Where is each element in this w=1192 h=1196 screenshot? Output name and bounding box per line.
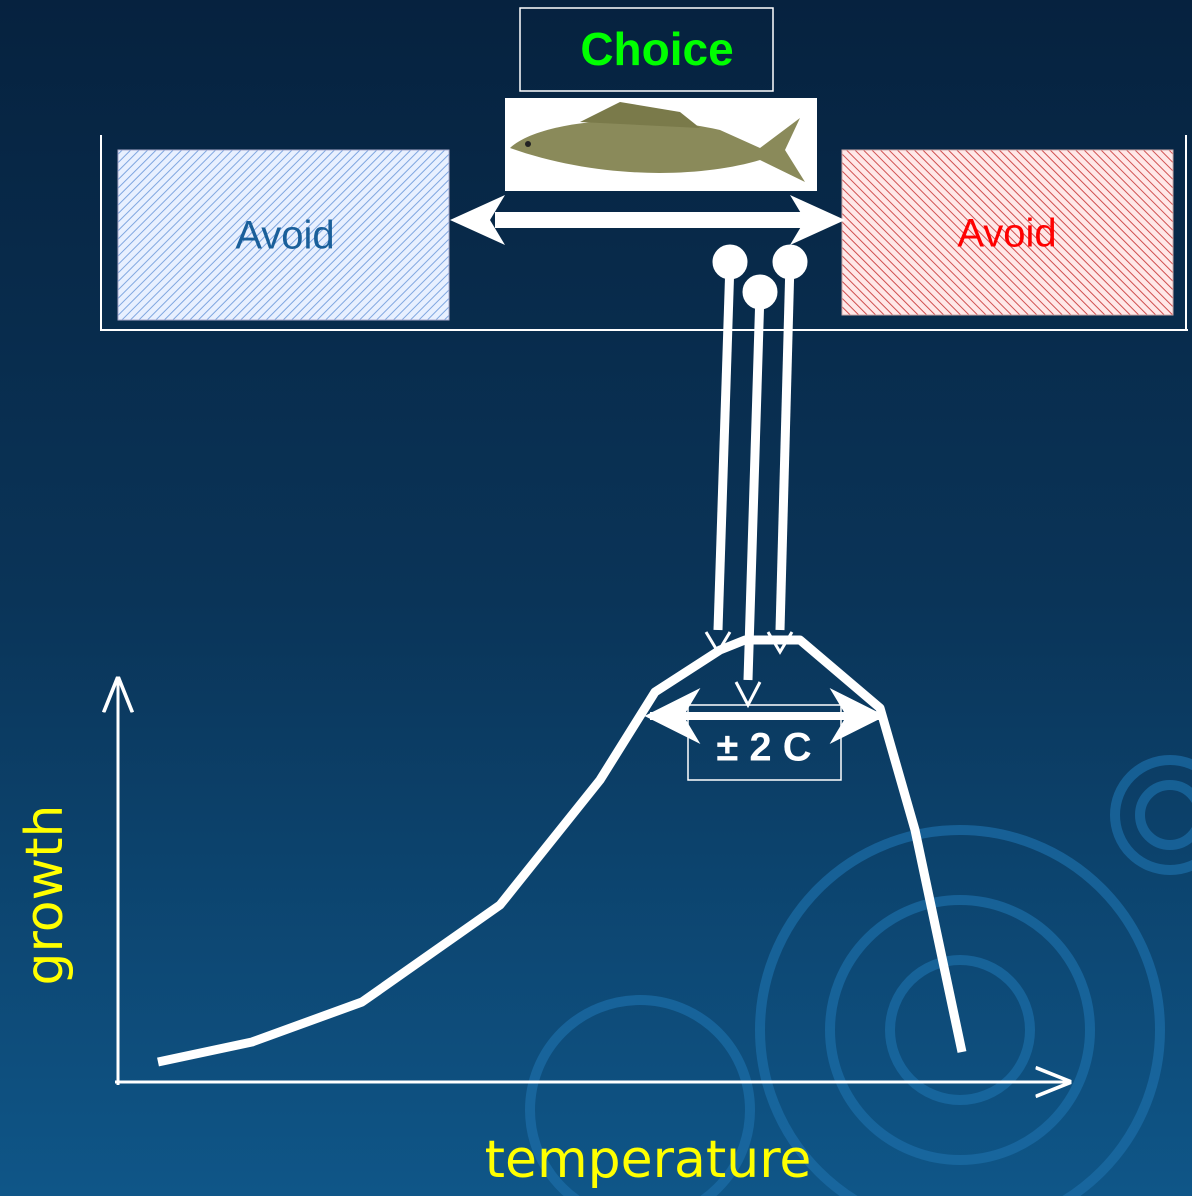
x-axis-label: temperature [485,1130,812,1190]
zone-label: Avoid [235,214,334,258]
slide: Choice Avoid Avoid ± 2 C growth temperat… [0,0,1192,1196]
y-axis-label: growth [15,805,75,986]
fish-image [505,98,817,191]
zone-label: Avoid [957,212,1056,256]
range-label: ± 2 C [716,726,811,770]
choice-label: Choice [580,23,733,75]
